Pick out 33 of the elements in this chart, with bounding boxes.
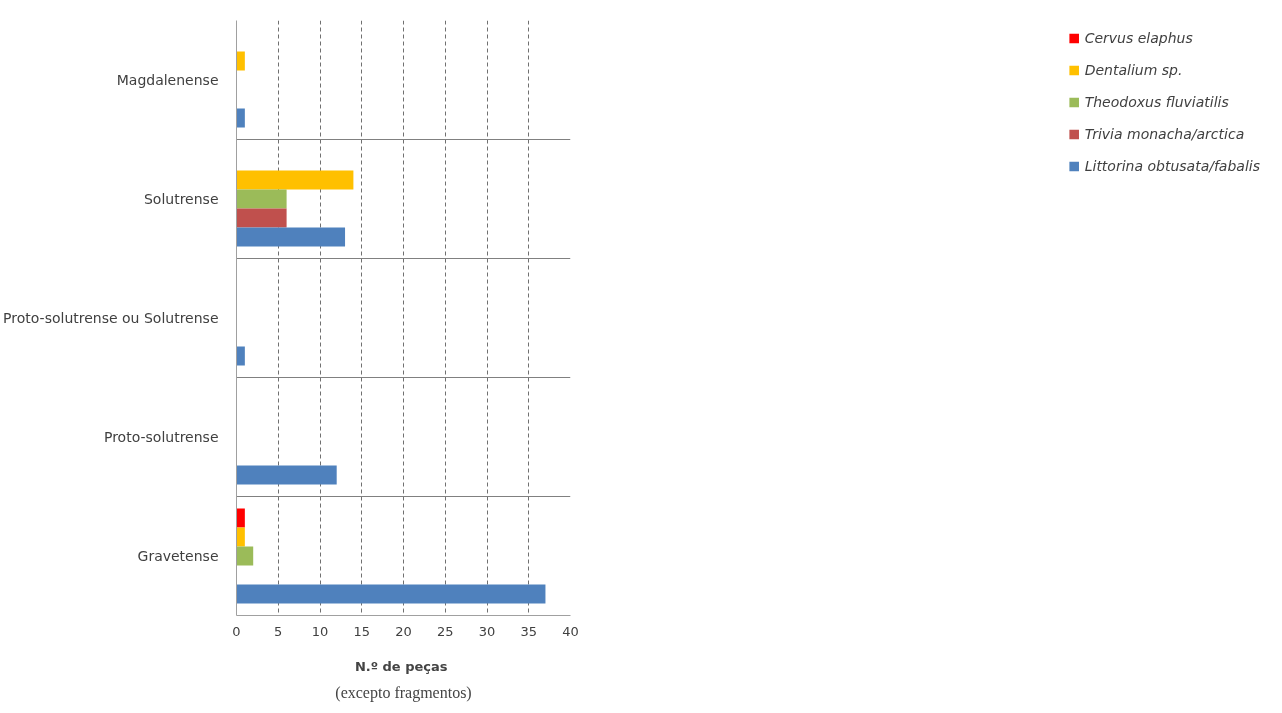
bar: [236, 508, 245, 528]
bar: [236, 208, 287, 228]
x-tick-label: 30: [478, 623, 496, 639]
bar: [236, 546, 254, 566]
x-tick-label: 15: [353, 623, 371, 639]
bar: [236, 584, 546, 604]
x-tick-label: 25: [436, 623, 454, 639]
x-tick-label: 5: [274, 623, 283, 639]
bar: [236, 170, 354, 190]
bar: [236, 465, 337, 485]
y-tick-label: Gravetense: [137, 548, 219, 564]
x-axis-title: N.º de peças: [354, 658, 448, 674]
bar: [236, 227, 346, 247]
legend-label: Littorina obtusata/fabalis: [1084, 158, 1260, 174]
y-tick-label: Proto-solutrense ou Solutrense: [3, 310, 219, 326]
bar: [236, 51, 245, 71]
legend-label: Theodoxus fluviatilis: [1084, 94, 1229, 110]
bar: [236, 108, 245, 128]
text: (excepto fragmentos): [335, 683, 472, 702]
bar: [236, 189, 287, 209]
y-tick-label: Solutrense: [143, 191, 219, 207]
legend-label: Cervus elaphus: [1084, 30, 1193, 46]
bar: [236, 527, 245, 547]
x-tick-label: 40: [562, 623, 579, 639]
x-tick-label: 35: [520, 623, 538, 639]
legend-label: Dentalium sp.: [1084, 62, 1183, 78]
legend-label: Trivia monacha/arctica: [1084, 126, 1245, 142]
bar: [236, 346, 245, 366]
y-tick-label: Proto-solutrense: [103, 429, 219, 445]
x-tick-label: 20: [395, 623, 412, 639]
x-tick-label: 10: [311, 623, 329, 639]
y-tick-label: Magdalenense: [116, 72, 219, 88]
x-tick-label: 0: [232, 623, 241, 639]
